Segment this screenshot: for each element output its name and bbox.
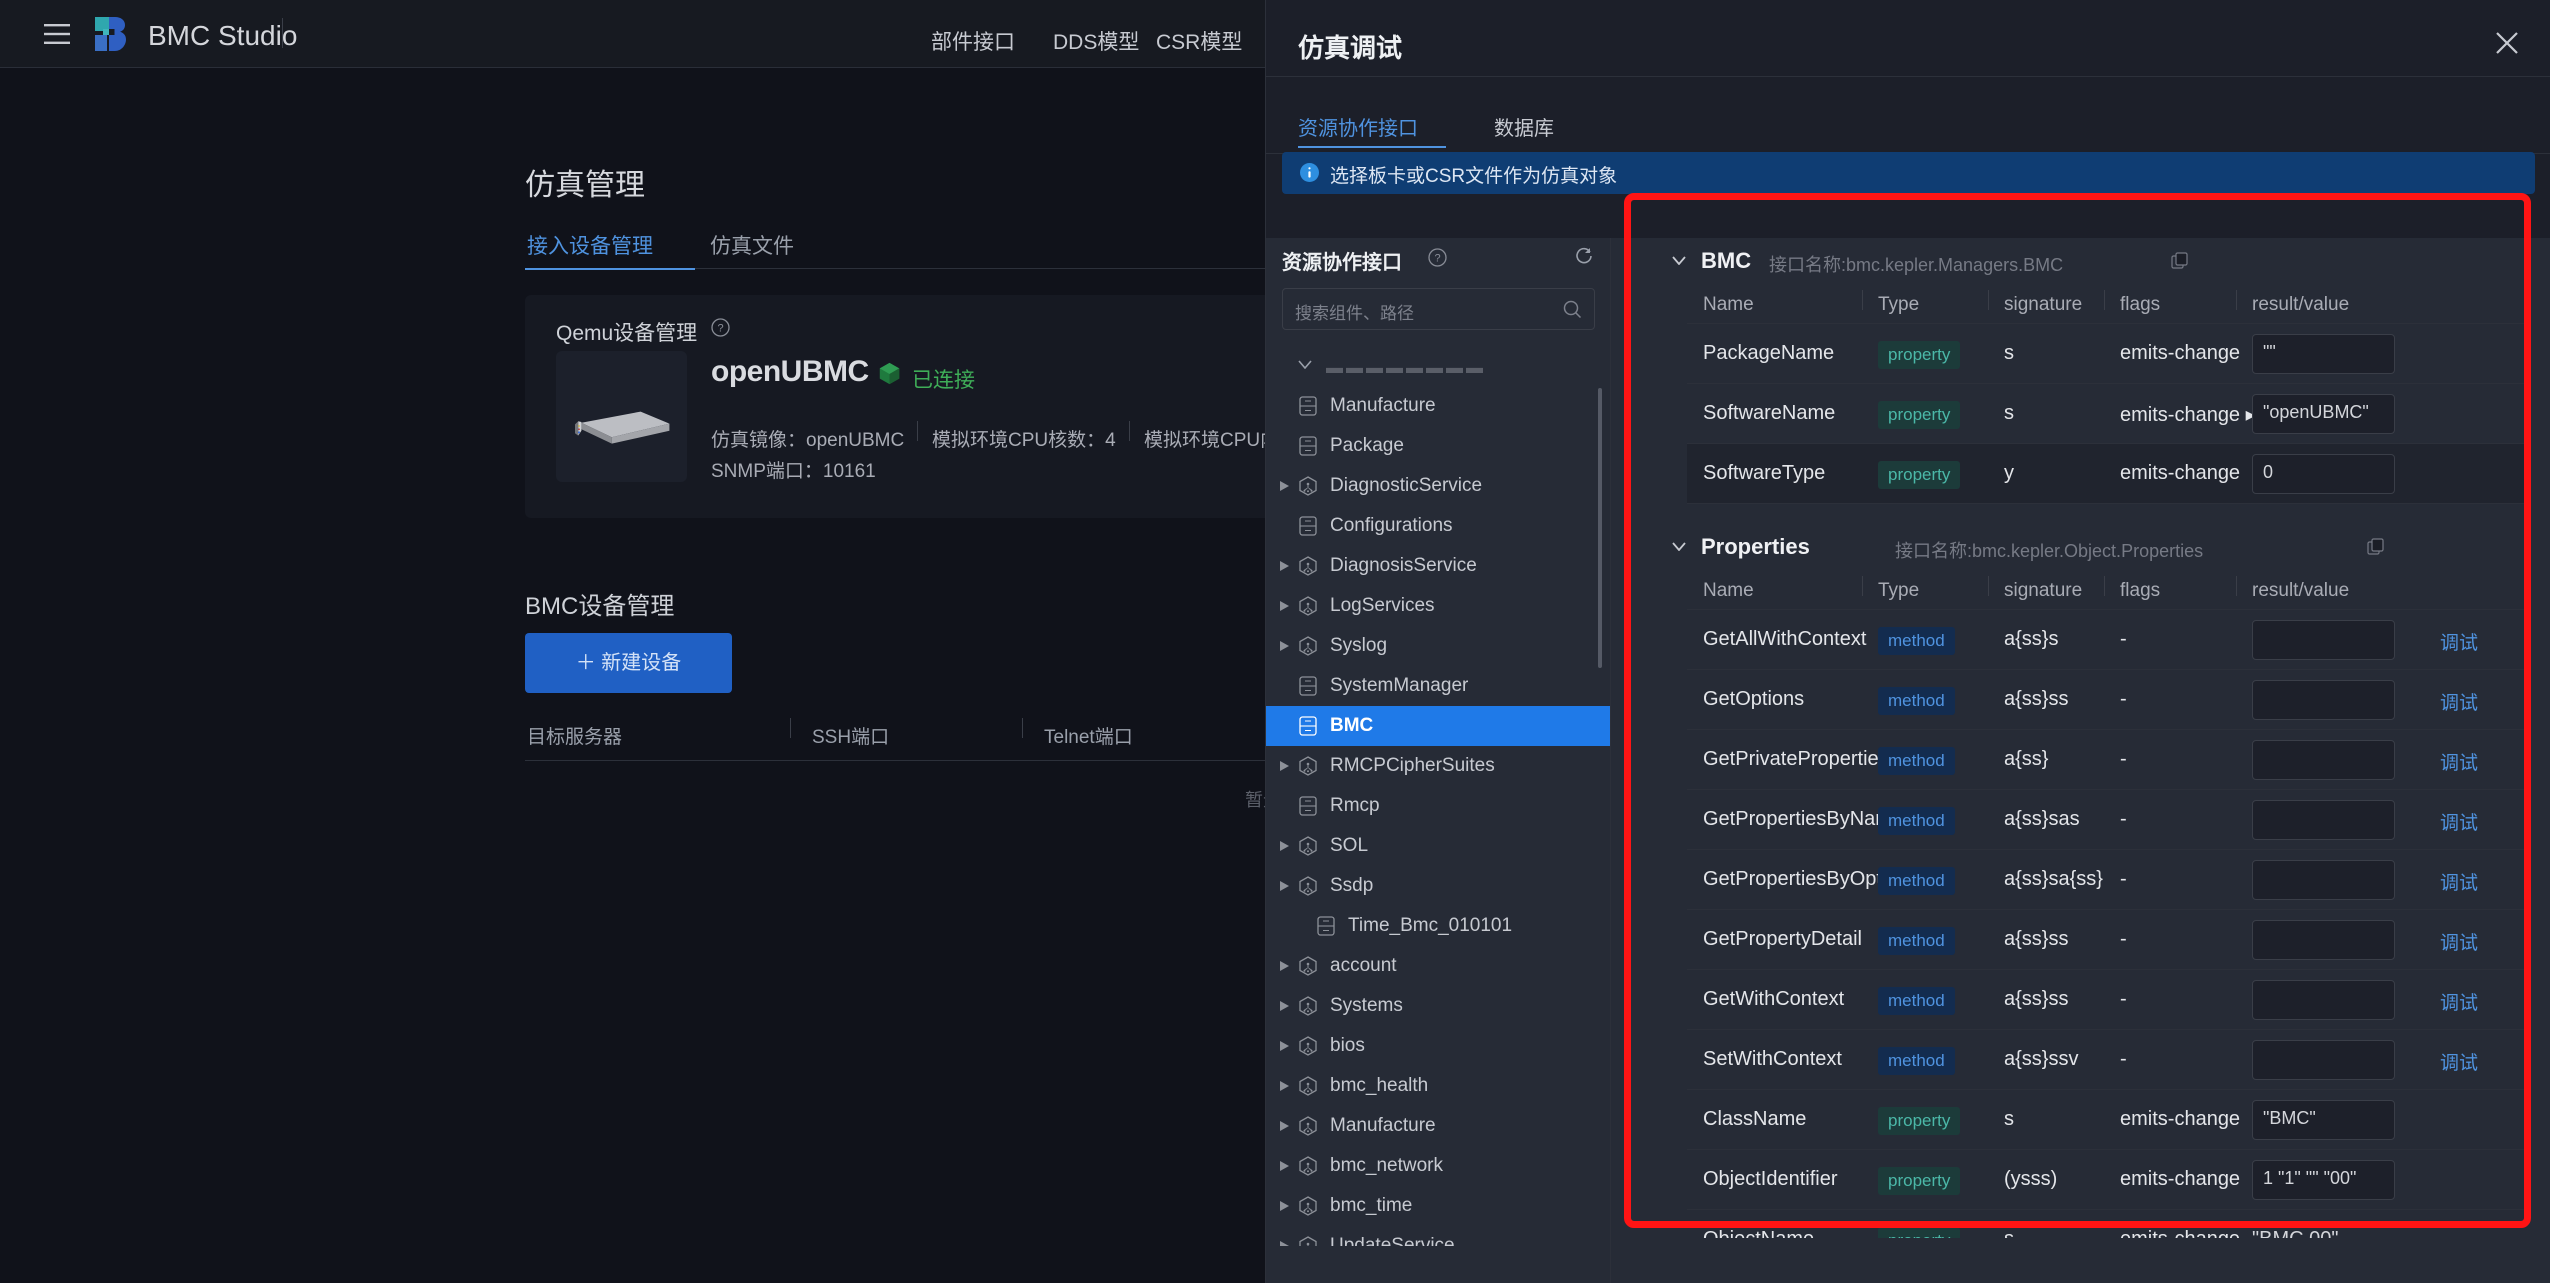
svg-text:?: ? <box>717 323 723 335</box>
